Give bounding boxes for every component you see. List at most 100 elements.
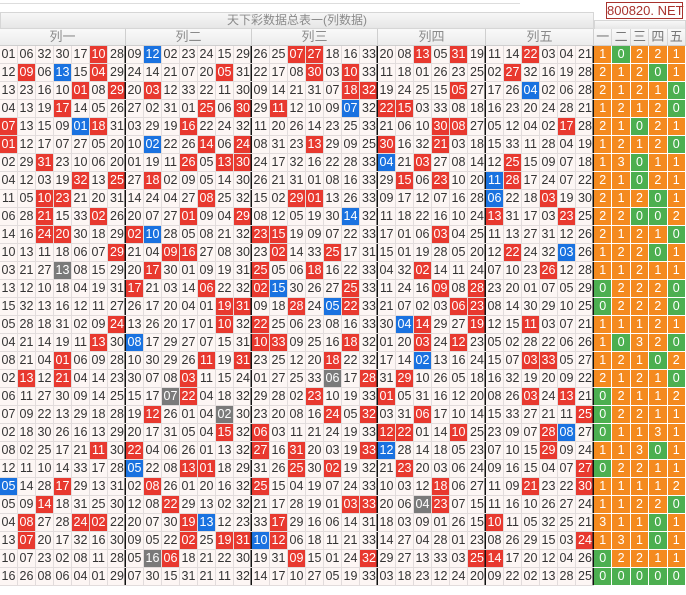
column-group-2: 09 05 22 02 25 19 31 [126,532,252,550]
number-cell: 24 [540,172,558,190]
number-cell: 23 [468,532,486,550]
number-cell: 17 [378,226,396,244]
number-cell: 21 [378,460,396,478]
column-group-4: 04 21 03 27 08 14 [378,154,486,172]
highlighted-number-cell: 25 [198,100,216,118]
number-cell: 09 [378,190,396,208]
number-cell: 11 [378,280,396,298]
number-cell: 21 [378,118,396,136]
number-cell: 29 [162,352,180,370]
number-cell: 06 [18,46,36,64]
number-cell: 17 [144,298,162,316]
number-cell: 32 [540,244,558,262]
stat-count-cell: 1 [649,154,668,172]
stat-count-cell: 0 [667,298,686,316]
number-cell: 10 [522,496,540,514]
column-group-5: 05 12 04 02 17 28 [486,118,594,136]
highlighted-number-cell: 08 [144,478,162,496]
number-cell: 04 [198,388,216,406]
number-cell: 01 [126,154,144,172]
stat-count-cell: 2 [612,352,631,370]
column-group-5: 12 25 15 09 07 18 [486,154,594,172]
number-cell: 19 [252,550,270,568]
number-cell: 30 [108,442,126,460]
column-group-5: 09 22 02 13 28 25 [486,568,594,586]
column-group-5: 15 07 03 33 05 27 [486,352,594,370]
number-cell: 28 [108,46,126,64]
number-cell: 04 [144,244,162,262]
number-cell: 14 [144,64,162,82]
stat-count-cell: 2 [649,118,668,136]
highlighted-number-cell: 10 [144,226,162,244]
number-cell: 17 [486,82,504,100]
number-cell: 12 [486,244,504,262]
highlighted-number-cell: 19 [216,298,234,316]
table-row: 11 05 10 23 21 20 31 14 24 04 27 08 25 32 15 02 29 01 13 26… [0,190,686,208]
stat-count-cell: 1 [612,424,631,442]
column-group-5: 02 27 32 16 19 28 [486,64,594,82]
number-cell: 22 [216,280,234,298]
number-cell: 01 [198,298,216,316]
number-cell: 25 [342,118,360,136]
number-cell: 14 [288,244,306,262]
number-cell: 09 [126,532,144,550]
column-group-2: 01 19 11 26 05 13 30 [126,154,252,172]
stat-count-cell: 2 [612,388,631,406]
number-cell: 27 [558,496,576,514]
number-cell: 32 [396,262,414,280]
number-cell: 08 [36,568,54,586]
number-cell: 13 [216,442,234,460]
stat-count-cell: 1 [612,496,631,514]
highlighted-number-cell: 31 [234,352,252,370]
column-group-3: 22 25 06 23 08 16 33 [252,316,378,334]
number-cell: 15 [540,532,558,550]
number-cell: 24 [540,100,558,118]
number-cell: 28 [558,100,576,118]
highlighted-number-cell: 13 [54,64,72,82]
number-cell: 14 [270,82,288,100]
column-group-5: 16 32 19 20 09 22 [486,370,594,388]
number-cell: 13 [54,406,72,424]
highlighted-number-cell: 30 [234,154,252,172]
number-cell: 29 [252,100,270,118]
number-cell: 14 [90,388,108,406]
number-cell: 11 [486,226,504,244]
number-cell: 20 [126,262,144,280]
highlighted-number-cell: 10 [450,424,468,442]
column-group-3: 23 25 12 20 18 22 32 [252,352,378,370]
number-cell: 03 [270,424,288,442]
number-cell: 30 [108,496,126,514]
highlighted-number-cell: 30 [306,64,324,82]
number-cell: 21 [576,316,594,334]
stat-count-cell: 0 [667,226,686,244]
number-cell: 14 [72,100,90,118]
number-cell: 27 [522,406,540,424]
number-cell: 27 [36,262,54,280]
number-cell: 15 [270,478,288,496]
column-group-1: 02 18 30 26 16 13 29 [0,424,126,442]
column-group-1: 07 13 15 09 01 18 31 [0,118,126,136]
table-row: 08 02 25 17 21 11 30 22 04 06 26 01 13 32 27 16 31 20 03 19… [0,442,686,460]
number-cell: 03 [396,478,414,496]
number-cell: 04 [558,46,576,64]
column-group-1: 11 05 10 23 21 20 31 [0,190,126,208]
number-cell: 10 [126,352,144,370]
number-cell: 20 [162,316,180,334]
highlighted-number-cell: 24 [234,136,252,154]
number-cell: 30 [234,550,252,568]
stat-count-cell: 1 [594,316,613,334]
column-group-2: 08 17 29 27 07 15 31 [126,334,252,352]
number-cell: 15 [252,190,270,208]
number-cell: 13 [324,190,342,208]
number-cell: 19 [306,496,324,514]
number-cell: 03 [558,532,576,550]
number-cell: 31 [270,136,288,154]
number-cell: 22 [198,118,216,136]
highlighted-number-cell: 25 [324,244,342,262]
highlighted-number-cell: 01 [54,352,72,370]
number-cell: 24 [144,190,162,208]
number-cell: 30 [54,46,72,64]
highlighted-number-cell: 13 [486,208,504,226]
